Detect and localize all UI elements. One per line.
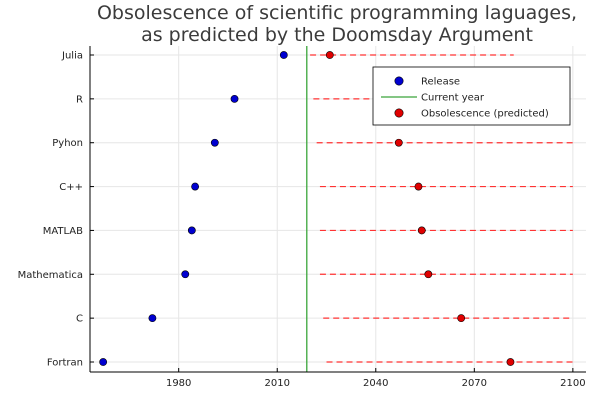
y-tick-label: C	[76, 314, 83, 325]
release-point	[99, 358, 108, 366]
y-tick-label: C++	[59, 182, 83, 193]
x-tick-label: 1980	[166, 378, 191, 389]
predicted-range-layer	[310, 54, 573, 363]
obsolescence-point	[417, 226, 426, 235]
obsolescence-point	[394, 138, 403, 147]
axes: 1980 2010 2040 2070 2100 Fortran C Mathematica M…	[18, 46, 586, 389]
release-point	[148, 314, 157, 323]
points-layer	[99, 51, 515, 366]
y-tick-label: MATLAB	[43, 226, 83, 237]
legend-release-marker	[394, 76, 404, 86]
obsolescence-point	[414, 182, 423, 191]
chart-title: Obsolescence of scientific programming l…	[97, 2, 577, 46]
legend-box	[372, 66, 571, 126]
legend-label: Obsolescence (predicted)	[421, 109, 549, 120]
x-tick-label: 2070	[462, 378, 487, 389]
y-tick-label: Pyhon	[52, 138, 83, 149]
legend-label: Current year	[421, 93, 485, 104]
y-tick-label: Fortran	[47, 358, 83, 369]
obsolescence-point	[506, 358, 515, 366]
chart-title-line-1: Obsolescence of scientific programming l…	[97, 2, 577, 24]
release-point	[191, 182, 200, 191]
chart-title-line-2: as predicted by the Doomsday Argument	[141, 24, 533, 46]
legend: Release Current year Obsolescence (predict…	[372, 66, 571, 126]
obsolescence-point	[457, 314, 466, 323]
x-tick-label: 2010	[265, 378, 290, 389]
release-point	[279, 51, 288, 59]
release-point	[187, 226, 196, 235]
x-tick-label: 2040	[363, 378, 388, 389]
release-point	[210, 138, 219, 147]
y-tick-label: R	[76, 94, 83, 105]
obsolescence-point	[325, 51, 334, 59]
x-tick-label: 2100	[560, 378, 585, 389]
legend-obsolescence-marker	[394, 108, 404, 118]
y-tick-label: Julia	[61, 51, 83, 62]
release-point	[181, 270, 190, 279]
obsolescence-point	[424, 270, 433, 279]
release-point	[230, 94, 239, 103]
legend-label: Release	[421, 77, 460, 88]
y-tick-label: Mathematica	[18, 270, 83, 281]
